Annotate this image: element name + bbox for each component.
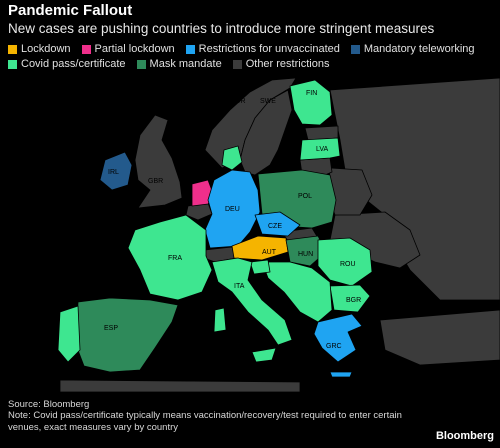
legend: Lockdown Partial lockdown Restrictions f…	[8, 43, 496, 70]
legend-item-other-restrictions: Other restrictions	[232, 58, 330, 70]
label-deu: DEU	[225, 206, 240, 213]
label-swe: SWE	[260, 98, 276, 105]
source-line: Source: Bloomberg	[8, 399, 90, 410]
country-romania	[317, 237, 373, 287]
legend-swatch	[136, 59, 146, 69]
label-ita: ITA	[234, 283, 245, 290]
country-slovenia	[249, 259, 271, 275]
country-balkans	[261, 261, 333, 323]
chart-subtitle: New cases are pushing countries to intro…	[8, 21, 435, 36]
label-fin: FIN	[306, 90, 317, 97]
legend-item-restrictions-unvaccinated: Restrictions for unvaccinated	[185, 43, 340, 55]
legend-label: Restrictions for unvaccinated	[198, 43, 340, 55]
legend-swatch	[232, 59, 242, 69]
legend-swatch	[8, 44, 17, 54]
label-grc: GRC	[326, 343, 342, 350]
label-esp: ESP	[104, 325, 118, 332]
label-rou: ROU	[340, 261, 356, 268]
legend-swatch	[185, 44, 195, 54]
country-latvia	[299, 137, 341, 161]
country-czechia	[254, 211, 301, 237]
country-ireland	[99, 151, 133, 191]
legend-item-partial-lockdown: Partial lockdown	[81, 43, 175, 55]
footnote: Note: Covid pass/certificate typically m…	[8, 410, 402, 433]
legend-label: Partial lockdown	[94, 43, 175, 55]
country-sicily	[251, 347, 277, 363]
label-lva: LVA	[316, 146, 329, 153]
country-germany	[204, 169, 261, 249]
country-north-africa	[59, 379, 301, 392]
country-crete	[329, 371, 353, 378]
country-greece	[313, 313, 363, 363]
country-sardinia	[213, 307, 227, 333]
legend-item-mask-mandate: Mask mandate	[136, 58, 222, 70]
legend-label: Other restrictions	[245, 58, 330, 70]
legend-swatch	[8, 59, 17, 69]
country-france	[127, 214, 213, 301]
label-aut: AUT	[262, 249, 277, 256]
legend-item-covid-pass: Covid pass/certificate	[8, 58, 126, 70]
legend-label: Lockdown	[21, 43, 71, 55]
legend-label: Covid pass/certificate	[21, 58, 126, 70]
bloomberg-logo: Bloomberg	[435, 430, 494, 442]
label-fra: FRA	[168, 255, 182, 262]
country-bulgaria	[329, 284, 371, 313]
country-united-kingdom	[134, 114, 183, 209]
legend-swatch	[350, 44, 360, 54]
legend-item-lockdown: Lockdown	[8, 43, 71, 55]
country-italy	[211, 257, 293, 346]
legend-label: Mandatory teleworking	[363, 43, 475, 55]
country-turkey	[379, 309, 500, 366]
legend-label: Mask mandate	[149, 58, 222, 70]
country-sweden	[239, 89, 293, 176]
country-spain	[75, 297, 179, 373]
label-irl: IRL	[108, 169, 119, 176]
europe-map: NOR SWE FIN LVA IRL GBR DEU POL CZE AUT …	[57, 77, 500, 392]
country-portugal	[57, 305, 81, 363]
chart-title: Pandemic Fallout	[8, 2, 133, 19]
legend-swatch	[81, 44, 91, 54]
label-pol: POL	[298, 193, 312, 200]
label-cze: CZE	[268, 223, 282, 230]
label-gbr: GBR	[148, 178, 163, 185]
country-finland	[289, 79, 333, 126]
label-hun: HUN	[298, 251, 313, 258]
country-denmark	[221, 145, 243, 171]
label-bgr: BGR	[346, 297, 361, 304]
legend-item-mandatory-teleworking: Mandatory teleworking	[350, 43, 475, 55]
label-nor: NOR	[230, 98, 246, 105]
